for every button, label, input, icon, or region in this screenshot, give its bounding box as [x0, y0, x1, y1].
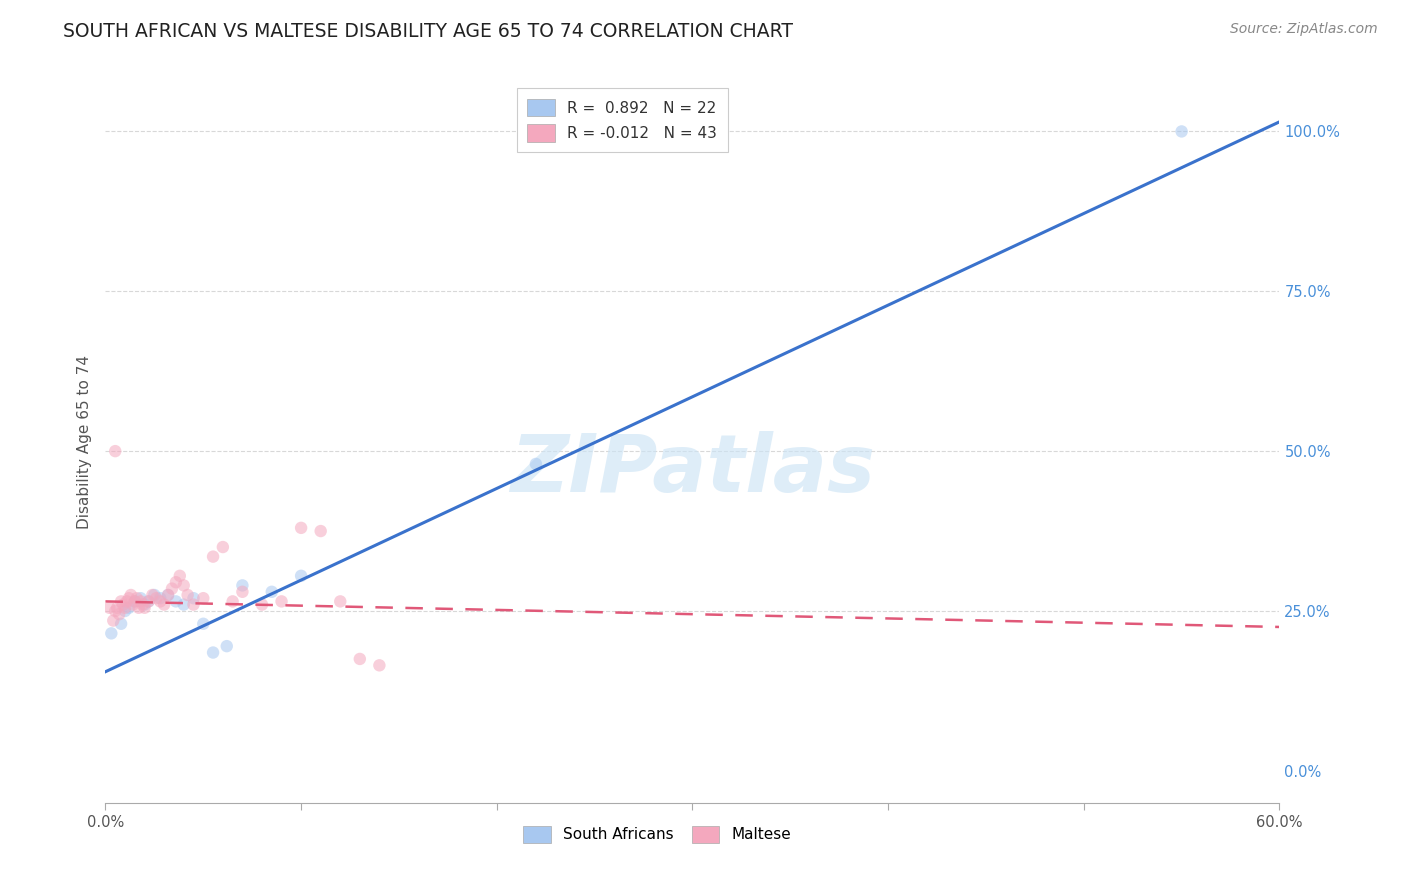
Point [121, 598, 143, 612]
Point [157, 588, 180, 602]
Point [193, 591, 215, 606]
Point [202, 549, 225, 564]
Point [290, 569, 312, 583]
Point [183, 591, 205, 606]
Point [290, 521, 312, 535]
Point [149, 594, 172, 608]
Text: ZIPatlas: ZIPatlas [510, 432, 875, 509]
Text: SOUTH AFRICAN VS MALTESE DISABILITY AGE 65 TO 74 CORRELATION CHART: SOUTH AFRICAN VS MALTESE DISABILITY AGE … [63, 22, 793, 41]
Point [173, 598, 195, 612]
Point [118, 591, 141, 606]
Point [138, 594, 160, 608]
Point [108, 607, 131, 622]
Point [169, 569, 191, 583]
Point [221, 594, 243, 608]
Point [125, 591, 148, 606]
Point [141, 588, 163, 602]
Point [211, 540, 233, 554]
Point [1170, 124, 1192, 138]
Point [128, 600, 150, 615]
Point [231, 584, 253, 599]
Text: Source: ZipAtlas.com: Source: ZipAtlas.com [1230, 22, 1378, 37]
Point [309, 524, 332, 538]
Point [270, 594, 292, 608]
Point [104, 604, 127, 618]
Point [129, 594, 152, 608]
Point [183, 598, 205, 612]
Point [215, 639, 238, 653]
Point [145, 591, 167, 606]
Point [143, 588, 166, 602]
Point [114, 604, 136, 618]
Point [112, 598, 135, 612]
Y-axis label: Disability Age 65 to 74: Disability Age 65 to 74 [77, 354, 93, 529]
Point [329, 594, 352, 608]
Point [110, 594, 132, 608]
Point [176, 588, 198, 602]
Point [250, 598, 273, 612]
Point [105, 600, 128, 615]
Point [115, 594, 138, 608]
Point [173, 578, 195, 592]
Point [193, 616, 215, 631]
Point [231, 578, 253, 592]
Point [157, 588, 180, 602]
Point [124, 594, 146, 608]
Legend: South Africans, Maltese: South Africans, Maltese [517, 820, 797, 849]
Point [160, 582, 183, 596]
Point [98, 600, 121, 615]
Point [149, 591, 172, 606]
Point [202, 646, 225, 660]
Point [134, 600, 156, 615]
Point [120, 588, 142, 602]
Point [349, 652, 371, 666]
Point [103, 614, 125, 628]
Point [165, 575, 187, 590]
Point [153, 598, 176, 612]
Point [260, 584, 283, 599]
Point [524, 457, 547, 471]
Point [165, 594, 187, 608]
Point [114, 600, 136, 615]
Point [138, 594, 160, 608]
Point [104, 444, 127, 458]
Point [129, 591, 152, 606]
Point [100, 626, 122, 640]
Point [110, 616, 132, 631]
Point [124, 594, 146, 608]
Point [131, 598, 153, 612]
Point [134, 598, 156, 612]
Point [118, 600, 141, 615]
Point [368, 658, 391, 673]
